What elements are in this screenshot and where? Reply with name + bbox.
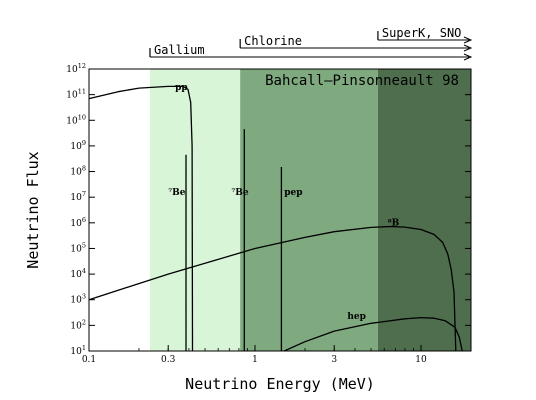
series-label-be: ⁷Be — [231, 188, 249, 198]
series-label-pp: pp — [175, 83, 188, 93]
x-tick-label: 0.3 — [161, 355, 176, 365]
region-gallium — [149, 69, 241, 351]
y-tick-label: 1010 — [66, 113, 86, 126]
y-tick-label: 102 — [70, 318, 86, 331]
series-curve-hep — [283, 316, 463, 352]
x-tick-label: 1 — [252, 355, 258, 365]
axis-ticks: 0.1 0.3 1 3 10 101 102 103 104 105 106 107 108 109 101… — [66, 62, 472, 365]
detector-thresholds: Gallium Chlorine SuperK, SNO — [149, 26, 473, 61]
y-axis-label: Neutrino Flux — [24, 151, 42, 268]
series-label-b: ⁸B — [388, 218, 400, 228]
y-tick-label: 1012 — [66, 62, 86, 75]
series-label-pep: pep — [284, 188, 302, 198]
series-label-be: ⁷Be — [168, 188, 186, 198]
detector-label-superk-sno: SuperK, SNO — [382, 26, 461, 40]
plot-frame — [88, 68, 472, 352]
series-layer: pp ⁷Be ⁷Be pep ⁸B hep — [88, 83, 463, 352]
detector-label-gallium: Gallium — [154, 43, 205, 57]
detector-regions — [149, 69, 471, 351]
y-tick-label: 101 — [70, 344, 86, 357]
x-tick-label: 10 — [415, 355, 427, 365]
y-tick-label: 105 — [70, 241, 86, 254]
region-chlorine — [240, 69, 378, 351]
y-tick-label: 108 — [70, 165, 86, 178]
x-tick-label: 0.1 — [82, 355, 96, 365]
threshold-arrow-superk-sno — [463, 36, 473, 44]
x-axis-label: Neutrino Energy (MeV) — [185, 375, 375, 393]
y-tick-label: 107 — [70, 190, 86, 203]
y-tick-label: 103 — [70, 293, 86, 306]
threshold-arrow-gallium — [463, 53, 473, 61]
y-tick-label: 106 — [70, 216, 86, 229]
y-tick-label: 109 — [70, 139, 86, 152]
chart-title: Bahcall–Pinsonneault 98 — [265, 73, 459, 89]
series-curve-b — [88, 225, 457, 352]
y-tick-label: 1011 — [66, 88, 86, 101]
x-tick-label: 3 — [331, 355, 337, 365]
y-tick-label: 104 — [70, 267, 86, 280]
threshold-arrow-chlorine — [463, 44, 473, 52]
series-label-hep: hep — [347, 312, 366, 322]
series-curve-pp — [88, 85, 194, 352]
detector-label-chlorine: Chlorine — [244, 34, 302, 48]
region-superk-sno — [377, 69, 471, 351]
